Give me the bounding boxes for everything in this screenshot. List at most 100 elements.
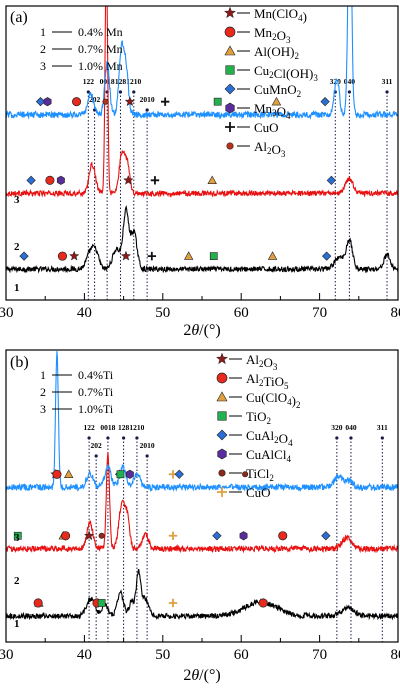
legend-marker-triangle <box>224 45 236 56</box>
plot-frame-b <box>5 349 399 643</box>
xrd-series-line-1 <box>6 204 398 274</box>
phase-legend-label: Mn2O3 <box>254 25 291 45</box>
phase-marker-circle <box>278 531 288 541</box>
phase-marker-star <box>83 530 95 541</box>
x-tick-label: 50 <box>155 305 170 321</box>
plane-label: 202 <box>91 441 103 450</box>
phase-marker-hexagon <box>56 175 65 185</box>
phase-marker-square <box>213 97 222 106</box>
phase-marker-star <box>123 174 134 185</box>
phase-marker-diamond <box>326 175 336 185</box>
plane-label: 040 <box>345 423 357 432</box>
phase-marker-triangle <box>207 175 217 184</box>
phase-marker-diamond <box>320 97 330 107</box>
phase-marker-square <box>97 599 106 607</box>
xrd-series-line-2 <box>6 452 398 554</box>
legend-marker-hexagon <box>225 102 235 114</box>
phase-marker-plus <box>147 251 157 261</box>
plane-label: 128 <box>115 77 127 86</box>
reference-line-dot <box>106 436 110 440</box>
phase-legend-label: CuMnO2 <box>254 82 301 99</box>
x-tick-label: 80 <box>391 305 400 321</box>
xrd-series-line-2 <box>6 6 398 198</box>
reference-line-dot <box>145 454 149 458</box>
reference-line-dot <box>122 436 126 440</box>
plane-label: 202 <box>89 95 101 104</box>
composition-label: 1.0%Ti <box>78 402 114 416</box>
phase-legend-label: Cu(ClO4)2 <box>246 390 301 410</box>
composition-label: 0.7%Ti <box>78 385 114 399</box>
series-number-label: 3 <box>14 532 20 544</box>
plane-label: 1210 <box>126 77 141 86</box>
phase-marker-star <box>68 250 80 261</box>
composition-legend-b: 1 0.4%Ti 2 0.7%Ti 3 1.0%Ti <box>40 368 114 416</box>
series-a <box>6 6 398 274</box>
phase-marker-diamond <box>26 175 36 185</box>
phase-marker-hexagon <box>125 469 134 479</box>
legend-marker-circle <box>216 372 228 384</box>
phase-marker-star <box>120 250 132 261</box>
legend-marker-square <box>217 411 227 421</box>
series-number-label: 1 <box>14 282 20 294</box>
phase-marker-square <box>209 252 218 260</box>
reference-line-dot <box>87 436 91 440</box>
phase-legend-label: CuO <box>246 485 271 500</box>
phase-marker-triangle <box>64 469 74 478</box>
reference-line-dot <box>380 436 384 440</box>
composition-label: 0.4%Ti <box>78 368 114 382</box>
panel-label-a: (a) <box>10 9 28 26</box>
phase-marker-triangle <box>183 251 194 260</box>
phase-marker-square <box>13 531 22 540</box>
series-number-labels-a: 1 2 3 <box>14 194 20 294</box>
reference-line-dot <box>335 436 339 440</box>
reference-line-dot <box>132 90 136 94</box>
composition-legend-a: 1 0.4% Mn 2 0.7% Mn 3 1.0% Mn <box>40 25 123 73</box>
plane-label: 320 <box>331 423 343 432</box>
phase-marker-diamond <box>322 251 332 261</box>
series-number-labels-b: 1 2 3 <box>14 532 20 630</box>
legend-marker-plus <box>225 122 235 132</box>
phase-legend-label: TiO2 <box>246 409 271 426</box>
phase-marker-circle <box>52 469 62 479</box>
plane-label: 122 <box>83 77 95 86</box>
x-tick-label: 80 <box>391 647 400 663</box>
phase-legend-label: Mn(ClO4) <box>254 6 307 24</box>
x-axis-ticks-a: 30 40 50 60 70 80 <box>0 293 400 321</box>
phase-marker-circle <box>61 531 71 541</box>
phase-legend-label: CuAl2O4 <box>246 428 293 448</box>
x-tick-label: 70 <box>312 647 327 663</box>
phase-marker-circle <box>258 598 268 608</box>
plane-label: 2010 <box>140 95 155 104</box>
phase-legend-label: Mn3O4 <box>254 101 291 121</box>
reference-line-dot <box>94 454 98 458</box>
legend-marker-square <box>225 65 235 75</box>
x-axis-ticks-b: 30 40 50 60 70 80 <box>0 635 400 663</box>
phase-marker-smallcircle <box>98 532 105 539</box>
phase-marker-circle <box>72 97 82 107</box>
phase-legend-label: CuAlCl4 <box>246 447 291 464</box>
plane-label: 311 <box>382 77 393 86</box>
phase-marker-circle <box>33 598 43 608</box>
composition-index: 1 <box>40 368 46 382</box>
phase-legend-label: TiCl2 <box>246 466 274 483</box>
composition-index: 3 <box>40 59 46 73</box>
x-tick-label: 40 <box>77 305 92 321</box>
phase-legend-label: Al2O3 <box>246 352 278 372</box>
legend-marker-star <box>223 6 237 19</box>
phase-marker-diamond <box>174 469 184 479</box>
legend-marker-circle <box>224 26 236 38</box>
legend-marker-smallcircle <box>218 469 226 477</box>
composition-label: 1.0% Mn <box>78 59 123 73</box>
legend-marker-plus <box>217 487 227 497</box>
phase-legend-label: Al2TiO5 <box>246 371 289 391</box>
phase-marker-plus <box>168 531 178 540</box>
phase-marker-circle <box>45 175 55 185</box>
phase-marker-hexagon <box>239 531 248 541</box>
phase-marker-smallcircle <box>242 471 249 478</box>
plane-label: 311 <box>377 423 388 432</box>
plane-label: 0018 <box>100 77 115 86</box>
xrd-series-line-3 <box>6 6 398 120</box>
